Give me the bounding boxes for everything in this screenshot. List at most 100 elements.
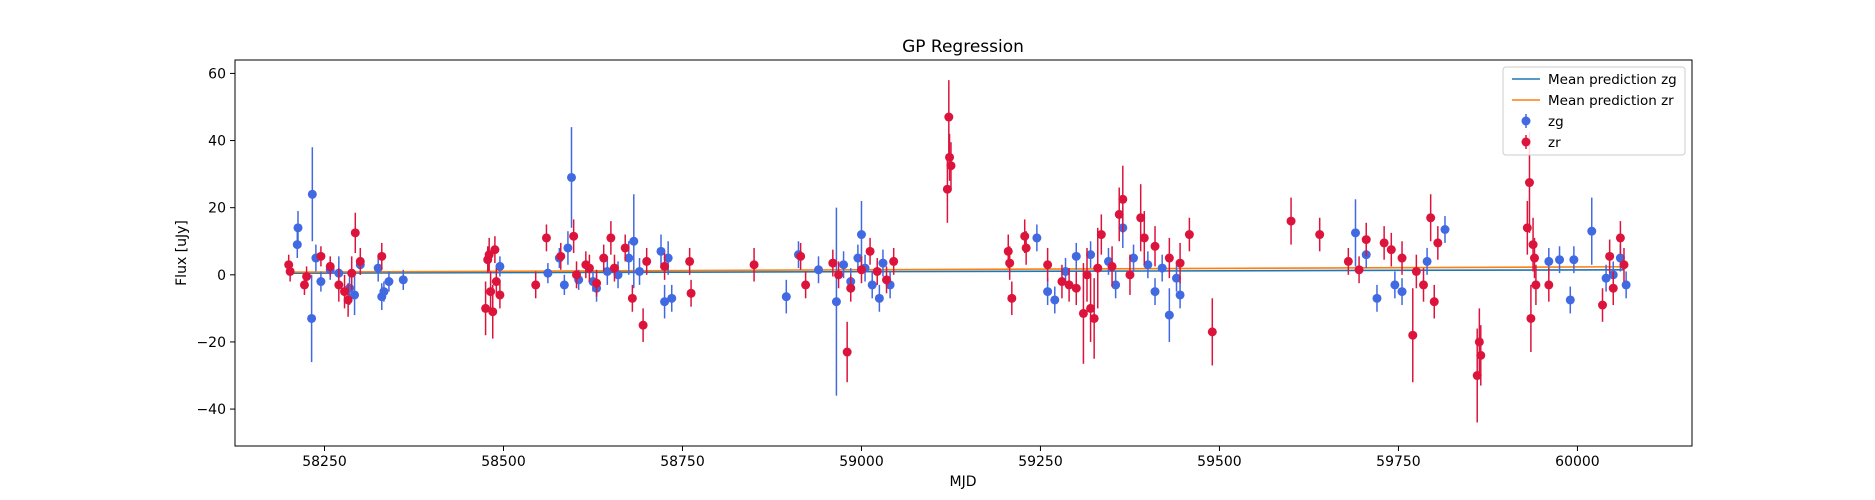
x-tick-label: 60000 — [1555, 454, 1600, 470]
data-point-zr — [1057, 277, 1067, 287]
data-point-zg — [1422, 256, 1432, 266]
data-point-zr — [1544, 280, 1554, 290]
data-point-zg — [839, 260, 849, 270]
data-point-zg — [656, 246, 666, 256]
legend-marker-zg — [1521, 116, 1531, 126]
data-point-zg — [373, 263, 383, 273]
legend: Mean prediction zg Mean prediction zr zg… — [1502, 66, 1686, 156]
data-point-zg — [1175, 290, 1185, 300]
data-point-zr — [541, 233, 551, 243]
data-point-zr — [1397, 253, 1407, 263]
data-point-zg — [1150, 287, 1160, 297]
data-point-zr — [1005, 258, 1015, 268]
data-point-zr — [572, 270, 582, 280]
data-point-zr — [1529, 253, 1539, 263]
data-point-zr — [1619, 260, 1629, 270]
data-point-zr — [481, 303, 491, 313]
data-point-zr — [486, 287, 496, 297]
data-point-zg — [660, 297, 670, 307]
data-point-zg — [624, 253, 634, 263]
data-point-zg — [1032, 233, 1042, 243]
data-point-zr — [944, 112, 954, 122]
data-point-zg — [831, 297, 841, 307]
x-tick-label: 58500 — [481, 454, 526, 470]
data-point-zr — [1118, 194, 1128, 204]
data-point-zr — [638, 320, 648, 330]
data-point-zr — [828, 258, 838, 268]
data-point-zg — [1129, 253, 1139, 263]
data-point-zg — [495, 261, 505, 271]
data-point-zg — [1440, 225, 1450, 235]
data-point-zr — [350, 228, 360, 238]
data-point-zg — [856, 230, 866, 240]
data-point-zr — [1286, 216, 1296, 226]
data-point-zr — [606, 233, 616, 243]
x-tick-label: 59250 — [1018, 454, 1063, 470]
y-tick-label: 20 — [208, 201, 226, 217]
data-point-zg — [878, 258, 888, 268]
data-point-zr — [1089, 313, 1099, 323]
data-point-zr — [796, 251, 806, 261]
data-point-zr — [1526, 313, 1536, 323]
data-point-zg — [814, 265, 824, 275]
data-point-zr — [1125, 270, 1135, 280]
data-point-zr — [1605, 251, 1615, 261]
legend-label-line-zg: Mean prediction zg — [1548, 72, 1677, 88]
data-point-zr — [1615, 233, 1625, 243]
legend-label-zg: zg — [1548, 114, 1564, 130]
data-point-zr — [945, 152, 955, 162]
data-point-zr — [343, 295, 353, 305]
data-point-zg — [316, 277, 326, 287]
data-point-zr — [377, 251, 387, 261]
x-tick-label: 58250 — [302, 454, 347, 470]
data-point-zr — [1528, 240, 1538, 250]
data-point-zr — [872, 266, 882, 276]
data-point-zg — [1565, 295, 1575, 305]
data-point-zr — [801, 280, 811, 290]
data-point-zg — [543, 268, 553, 278]
data-point-zg — [1621, 280, 1631, 290]
data-point-zg — [781, 292, 791, 302]
legend-label-line-zr: Mean prediction zr — [1548, 93, 1674, 109]
data-point-zr — [556, 251, 566, 261]
data-point-zr — [1408, 330, 1418, 340]
data-point-zr — [846, 283, 856, 293]
data-point-zg — [1555, 255, 1565, 265]
data-point-zg — [629, 236, 639, 246]
data-point-zr — [620, 243, 630, 253]
data-point-zr — [1071, 283, 1081, 293]
data-point-zg — [384, 277, 394, 287]
data-point-zr — [1522, 223, 1532, 233]
data-point-zr — [1361, 235, 1371, 245]
data-point-zr — [1096, 230, 1106, 240]
data-point-zg — [1390, 280, 1400, 290]
data-point-zr — [340, 287, 350, 297]
data-point-zr — [355, 256, 365, 266]
data-point-zr — [1315, 230, 1325, 240]
data-point-zr — [334, 280, 344, 290]
data-point-zr — [1379, 238, 1389, 248]
data-point-zg — [1164, 310, 1174, 320]
data-point-zr — [942, 184, 952, 194]
data-point-zr — [660, 261, 670, 271]
data-point-zr — [1419, 280, 1429, 290]
data-point-zr — [1093, 263, 1103, 273]
data-point-zg — [563, 243, 573, 253]
data-point-zr — [1608, 283, 1618, 293]
data-point-zr — [1064, 280, 1074, 290]
data-point-zr — [599, 253, 609, 263]
data-point-zr — [1082, 270, 1092, 280]
data-point-zg — [1071, 251, 1081, 261]
data-point-zg — [1043, 287, 1053, 297]
data-point-zr — [1433, 238, 1443, 248]
data-point-zr — [1164, 253, 1174, 263]
data-point-zr — [749, 260, 759, 270]
data-point-zg — [293, 223, 303, 233]
data-point-zr — [685, 256, 695, 266]
data-point-zg — [663, 253, 673, 263]
data-point-zr — [1386, 245, 1396, 255]
data-point-zr — [609, 263, 619, 273]
y-axis-label: Flux [uJy] — [174, 220, 190, 286]
data-point-zg — [307, 189, 317, 199]
